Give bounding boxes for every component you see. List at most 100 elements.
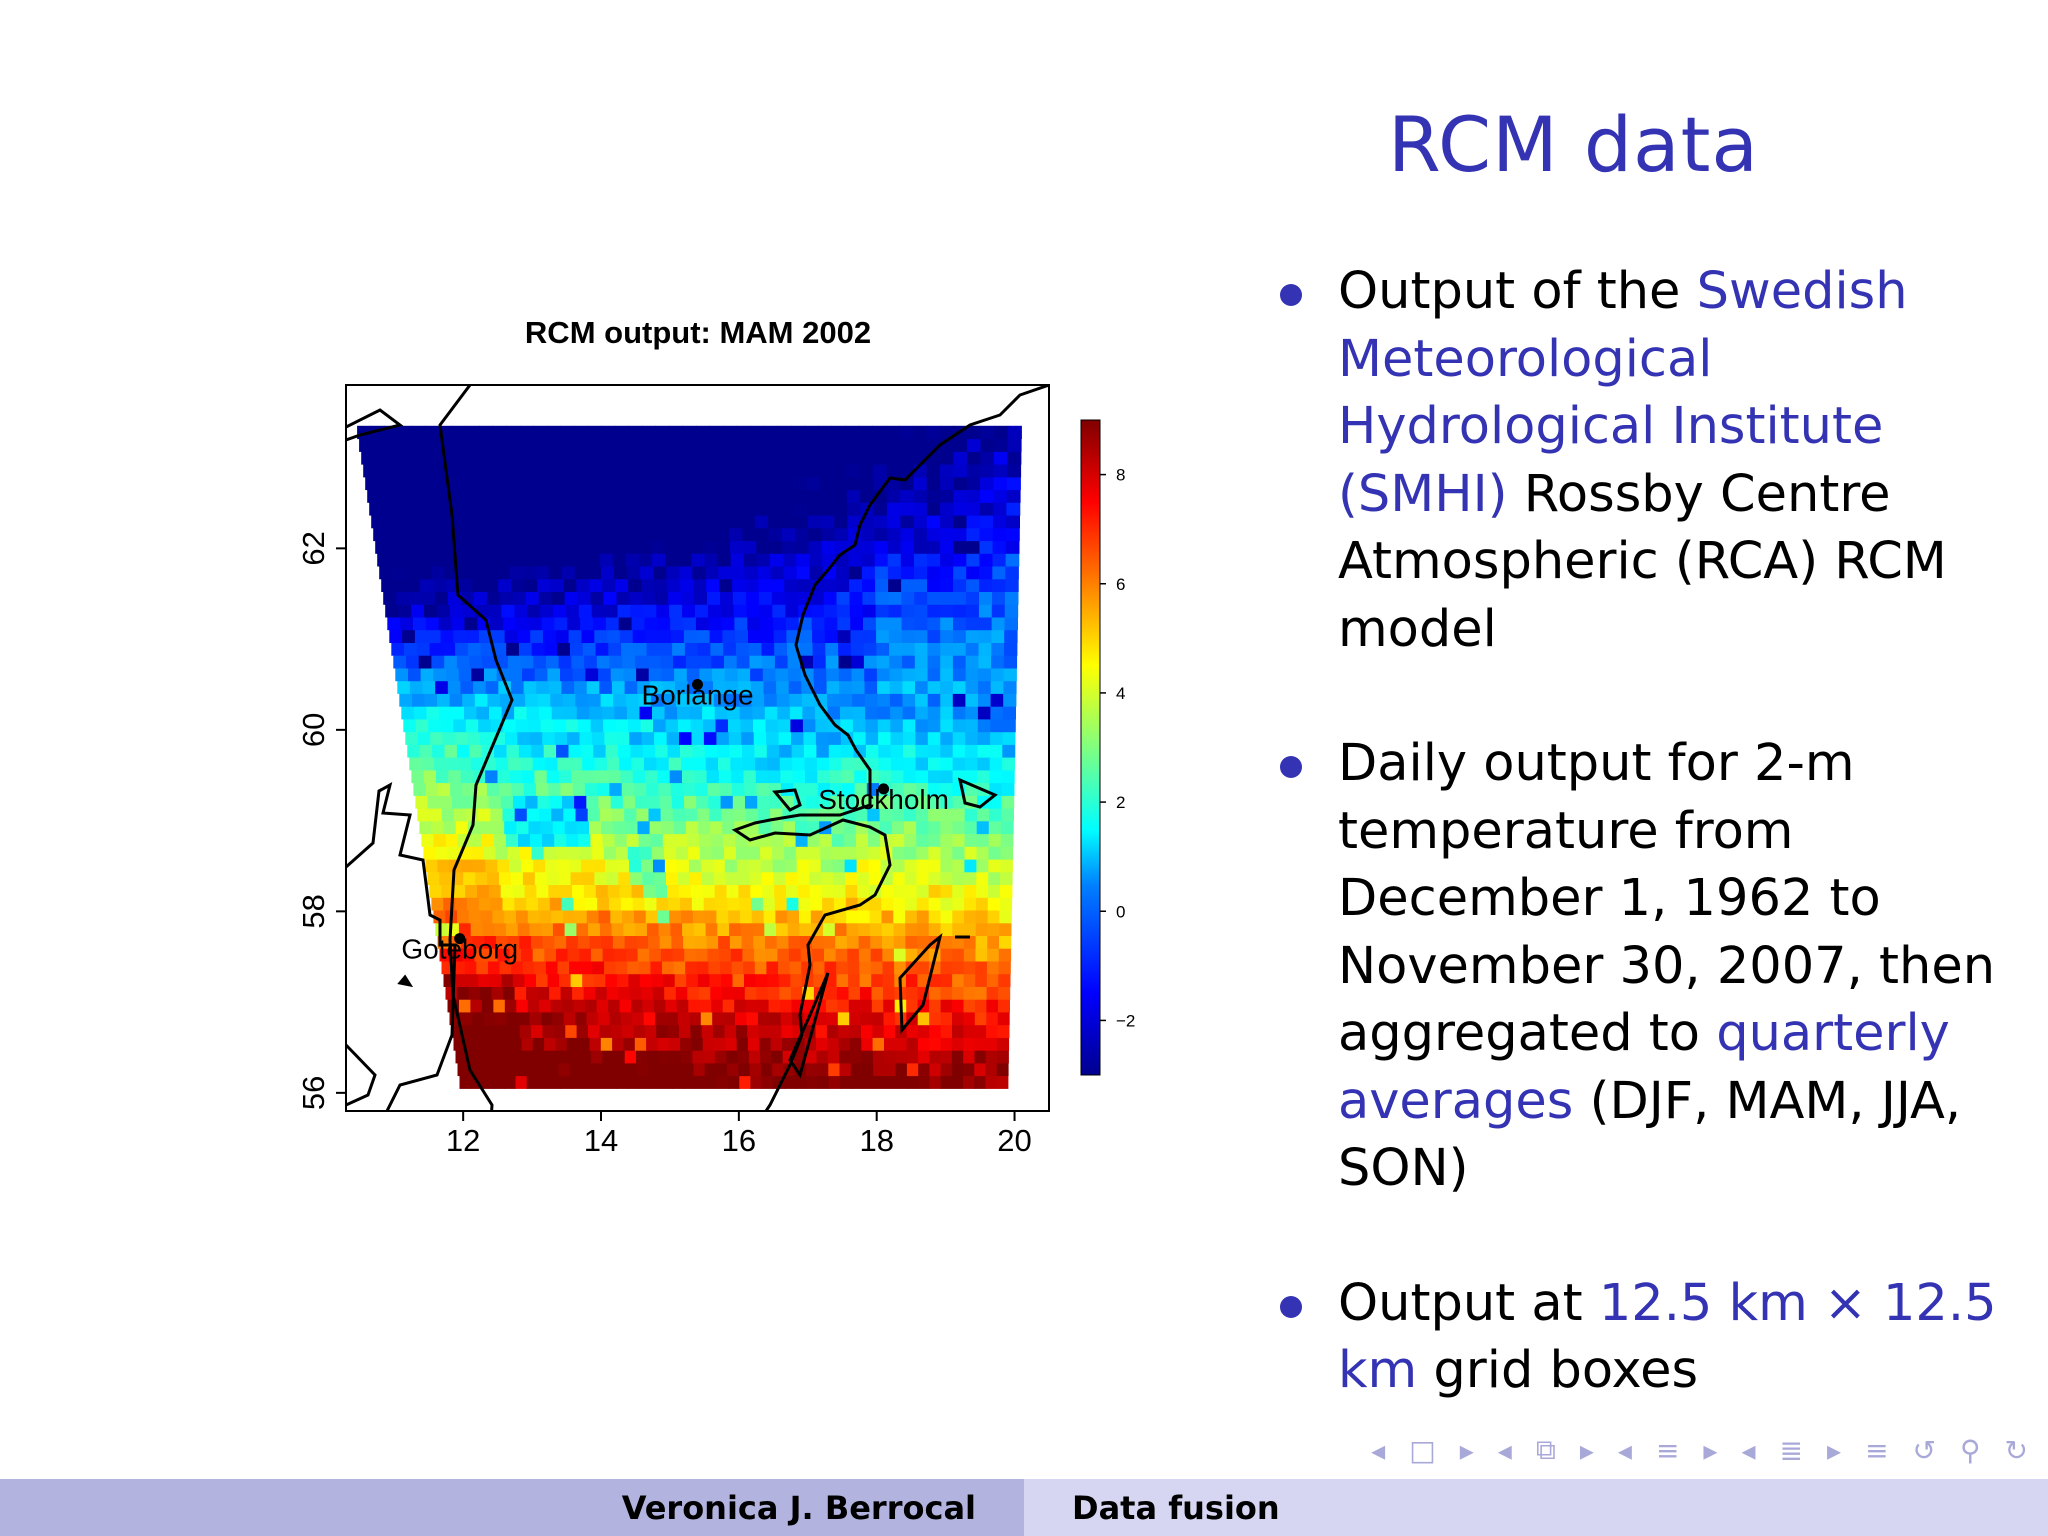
heatmap-cell bbox=[567, 489, 581, 503]
heatmap-cell bbox=[848, 999, 861, 1013]
heatmap-cell bbox=[463, 871, 476, 885]
heatmap-cell bbox=[733, 808, 747, 822]
heatmap-cell bbox=[872, 1037, 885, 1051]
nav-frame-icon[interactable]: □ bbox=[1409, 1433, 1436, 1467]
heatmap-cell bbox=[658, 782, 672, 796]
heatmap-cell bbox=[693, 578, 707, 592]
heatmap-cell bbox=[399, 438, 414, 452]
heatmap-cell bbox=[872, 464, 887, 478]
heatmap-cell bbox=[644, 897, 657, 911]
nav-prev-frame-icon[interactable]: ◂ bbox=[1371, 1433, 1386, 1467]
heatmap-cell bbox=[694, 935, 708, 949]
heatmap-cell bbox=[453, 718, 467, 733]
heatmap-cell bbox=[917, 922, 930, 936]
heatmap-cell bbox=[838, 667, 853, 682]
heatmap-cell bbox=[987, 960, 1000, 975]
heatmap-cell bbox=[1003, 693, 1017, 707]
heatmap-cell bbox=[774, 884, 787, 898]
heatmap-cell bbox=[662, 833, 676, 847]
heatmap-cell bbox=[732, 795, 746, 809]
heatmap-cell bbox=[524, 884, 537, 898]
heatmap-cell bbox=[522, 667, 536, 682]
heatmap-cell bbox=[635, 515, 650, 529]
heatmap-cell bbox=[565, 476, 580, 491]
heatmap-cell bbox=[534, 553, 548, 567]
nav-next-section-icon[interactable]: ▸ bbox=[1703, 1433, 1718, 1467]
nav-section-icon[interactable]: ≡ bbox=[1655, 1433, 1680, 1467]
heatmap-cell bbox=[990, 718, 1004, 733]
nav-slide-icon[interactable]: ≣ bbox=[1779, 1433, 1804, 1467]
nav-toc-icon[interactable]: ≡ bbox=[1865, 1433, 1889, 1467]
heatmap-cell bbox=[452, 425, 467, 440]
heatmap-cell bbox=[601, 566, 615, 580]
heatmap-cell bbox=[856, 846, 869, 860]
heatmap-cell bbox=[437, 693, 451, 707]
heatmap-cell bbox=[584, 782, 598, 796]
heatmap-cell bbox=[749, 655, 763, 669]
beamer-navigation-bar[interactable]: ◂ □ ▸ ◂ ⧉ ▸ ◂ ≡ ▸ ◂ ≣ ▸ ≡ ↺ ⚲ ↻ bbox=[1371, 1430, 2028, 1470]
heatmap-cell bbox=[974, 1037, 987, 1051]
nav-back-icon[interactable]: ↺ bbox=[1912, 1433, 1937, 1467]
heatmap-cell bbox=[537, 464, 552, 478]
heatmap-cell bbox=[987, 910, 1000, 924]
y-tick-label: 58 bbox=[296, 894, 331, 928]
heatmap-cell bbox=[999, 910, 1012, 924]
heatmap-cell bbox=[524, 1062, 537, 1077]
heatmap-cell bbox=[636, 527, 651, 542]
heatmap-cell bbox=[991, 642, 1005, 656]
heatmap-cell bbox=[654, 731, 668, 745]
heatmap-cell bbox=[436, 604, 451, 618]
heatmap-cell bbox=[928, 871, 941, 885]
heatmap-cell bbox=[491, 986, 504, 1000]
heatmap-cell bbox=[735, 642, 750, 656]
heatmap-cell bbox=[861, 566, 876, 580]
heatmap-cell bbox=[609, 515, 624, 529]
heatmap-cell bbox=[940, 769, 954, 784]
heatmap-cell bbox=[650, 833, 664, 847]
heatmap-cell bbox=[739, 476, 754, 491]
heatmap-cell bbox=[705, 922, 718, 936]
heatmap-cell bbox=[977, 718, 991, 733]
heatmap-cell bbox=[790, 718, 804, 733]
heatmap-cell bbox=[513, 489, 528, 503]
colorbar-tick-label: 0 bbox=[1116, 902, 1125, 921]
heatmap-cell bbox=[787, 655, 801, 669]
heatmap-cell bbox=[884, 1075, 897, 1089]
heatmap-cell bbox=[580, 744, 594, 758]
heatmap-cell bbox=[853, 731, 867, 745]
heatmap-cell bbox=[633, 489, 648, 503]
heatmap-cell bbox=[639, 706, 653, 720]
heatmap-cell bbox=[573, 897, 586, 911]
heatmap-cell bbox=[963, 1024, 976, 1038]
heatmap-cell bbox=[834, 527, 849, 542]
heatmap-cell bbox=[487, 489, 501, 503]
heatmap-cell bbox=[593, 489, 608, 503]
nav-prev-subsection-icon[interactable]: ◂ bbox=[1497, 1433, 1512, 1467]
heatmap-cell bbox=[606, 757, 620, 771]
heatmap-cell bbox=[619, 884, 633, 898]
nav-next-frame-icon[interactable]: ▸ bbox=[1459, 1433, 1474, 1467]
heatmap-cell bbox=[453, 438, 468, 452]
heatmap-cell bbox=[637, 680, 651, 694]
heatmap-cell bbox=[690, 884, 704, 898]
nav-subsection-icon[interactable]: ⧉ bbox=[1535, 1433, 1556, 1466]
heatmap-cell bbox=[425, 616, 440, 631]
heatmap-cell bbox=[553, 1024, 566, 1038]
heatmap-cell bbox=[664, 540, 678, 554]
heatmap-cell bbox=[383, 591, 397, 605]
nav-next-slide-icon[interactable]: ▸ bbox=[1827, 1433, 1842, 1467]
heatmap-cell bbox=[683, 438, 698, 452]
nav-next-subsection-icon[interactable]: ▸ bbox=[1579, 1433, 1594, 1467]
nav-prev-section-icon[interactable]: ◂ bbox=[1617, 1433, 1632, 1467]
heatmap-cell bbox=[413, 782, 427, 796]
heatmap-cell bbox=[508, 757, 521, 771]
heatmap-cell bbox=[940, 527, 954, 542]
heatmap-cell bbox=[723, 438, 738, 452]
nav-forward-icon[interactable]: ↻ bbox=[2004, 1433, 2028, 1467]
heatmap-cell bbox=[635, 795, 648, 809]
nav-search-icon[interactable]: ⚲ bbox=[1960, 1433, 1981, 1467]
nav-prev-slide-icon[interactable]: ◂ bbox=[1741, 1433, 1756, 1467]
heatmap-cell bbox=[469, 744, 483, 758]
heatmap-cell bbox=[480, 642, 494, 656]
heatmap-cell bbox=[993, 451, 1008, 465]
